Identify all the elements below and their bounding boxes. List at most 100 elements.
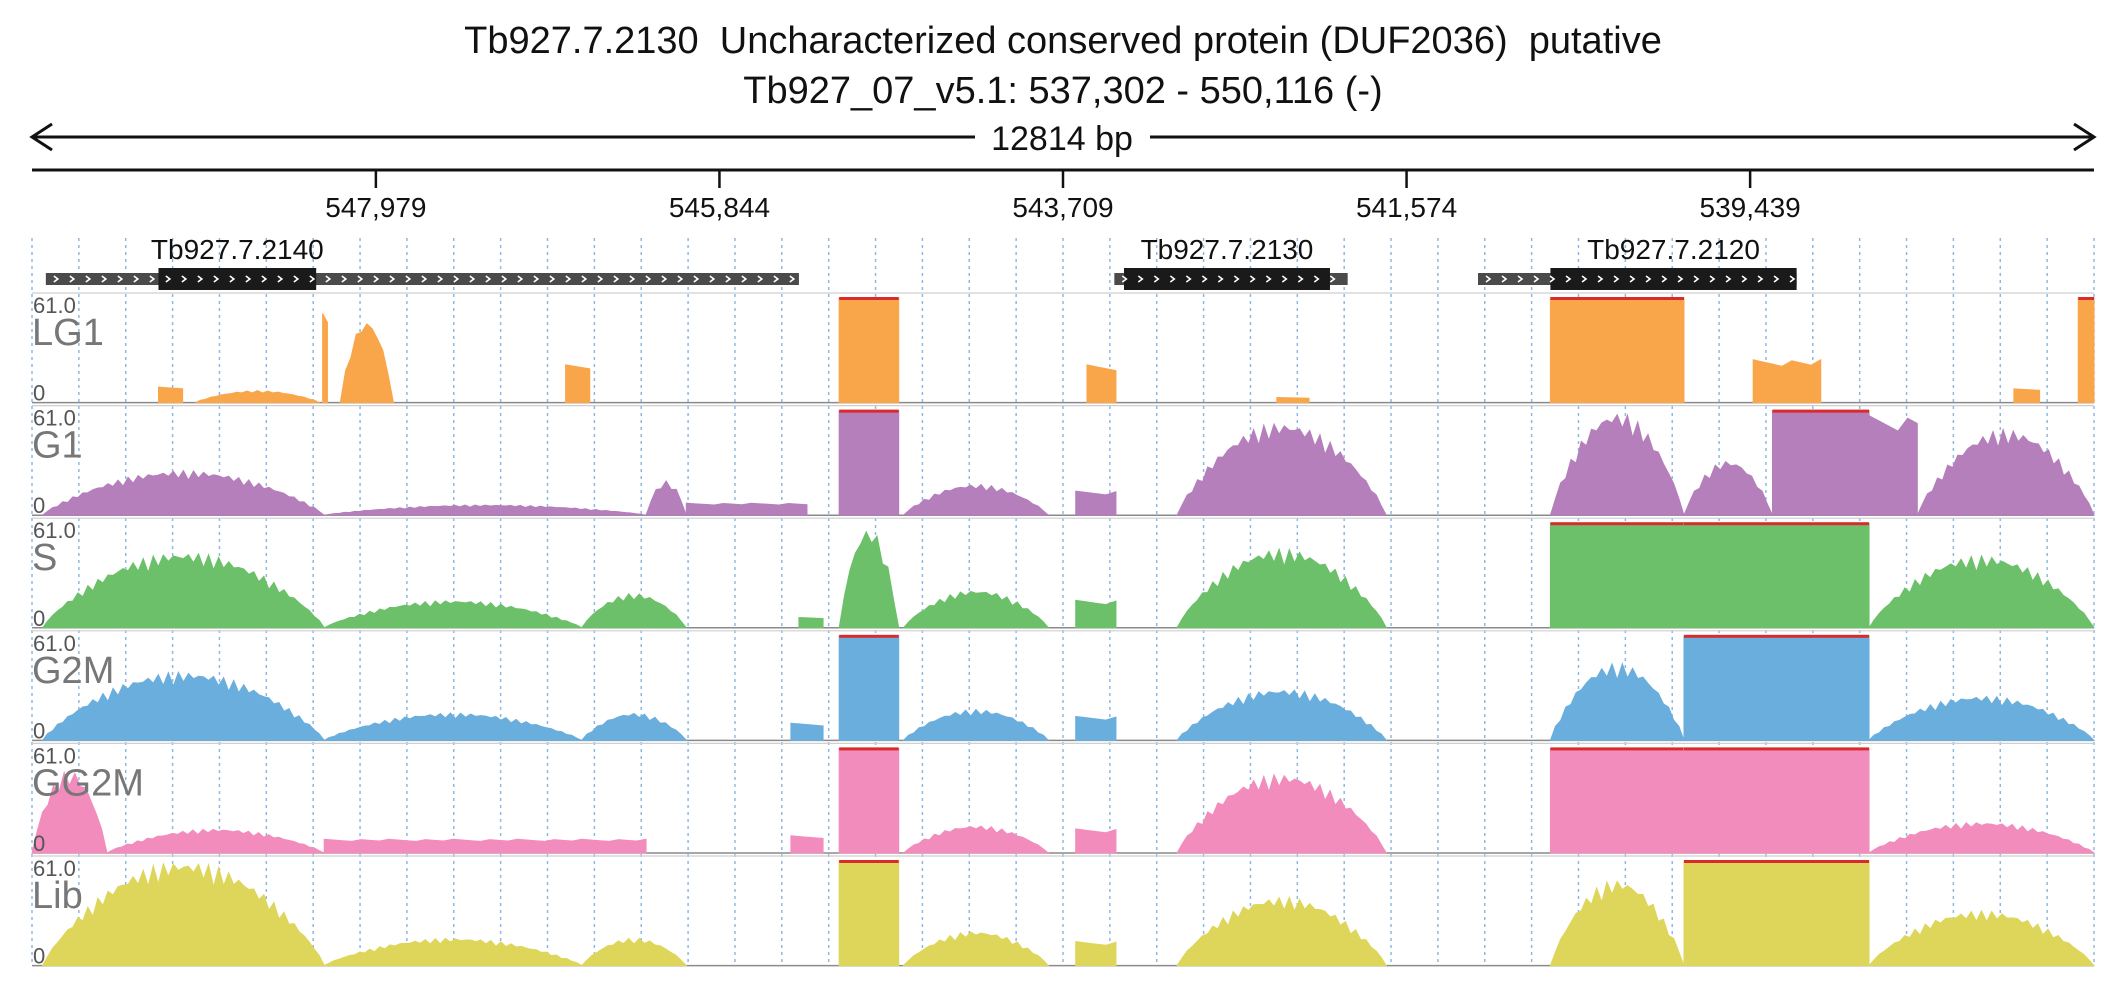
gene-strand-chevron [1613, 275, 1620, 283]
coverage-area [1683, 461, 1774, 516]
coverage-area [902, 590, 1050, 629]
coverage-area [1549, 747, 1685, 854]
axis-tick-label: 539,439 [1700, 192, 1801, 223]
gene-strand-chevron [1773, 275, 1780, 283]
coverage-area [902, 708, 1050, 741]
clip-marker [839, 747, 899, 751]
coverage-area [580, 593, 688, 629]
axis-tick-label: 543,709 [1012, 192, 1113, 223]
gene-strand-chevron [1789, 275, 1796, 283]
coverage-area [580, 937, 688, 967]
gene-strand-chevron [597, 275, 604, 283]
gene-strand-chevron [1281, 275, 1288, 283]
coverage-area [339, 323, 395, 404]
gene-strand-chevron [789, 275, 796, 283]
coverage-area [323, 838, 647, 854]
coverage-area [580, 712, 688, 741]
gene-strand-chevron [533, 275, 540, 283]
gene-strand-chevron [1201, 275, 1208, 283]
coverage-area [41, 469, 326, 516]
coverage-area [1916, 427, 2095, 516]
coverage-area [1276, 396, 1310, 404]
gene-strand-chevron [1329, 275, 1336, 283]
track-ymax-label: 61.0 [33, 856, 76, 881]
coverage-area [1549, 662, 1685, 741]
gene-strand-chevron [341, 275, 348, 283]
coverage-area [1176, 547, 1388, 629]
coverage-area [902, 931, 1050, 967]
gene-strand-chevron [1741, 275, 1748, 283]
clip-marker [1550, 522, 1684, 526]
gene-strand-chevron [1549, 275, 1556, 283]
coverage-area [1075, 941, 1117, 967]
gene-strand-chevron [677, 275, 684, 283]
track-ymax-label: 61.0 [33, 743, 76, 768]
gene-cds-box [158, 268, 317, 290]
gene-track: Tb927.7.2140 Tb927.7.2130 Tb927.7.2120 [45, 234, 1797, 290]
track-name-label: G1 [32, 425, 83, 467]
gene-strand-chevron [1217, 275, 1224, 283]
coverage-area [838, 530, 900, 629]
gene-strand-chevron [709, 275, 716, 283]
gene-strand-chevron [1629, 275, 1636, 283]
gene-strand-chevron [565, 275, 572, 283]
gene-strand-chevron [261, 275, 268, 283]
gene-strand-chevron [1121, 275, 1128, 283]
span-arrow: 12814 bp [29, 120, 2097, 158]
coverage-area [1752, 358, 1822, 404]
gene-strand-chevron [1265, 275, 1272, 283]
coverage-area [1683, 522, 1870, 629]
coverage-area [1176, 689, 1388, 741]
track-ymin-label: 0 [33, 944, 45, 969]
gene-label: Tb927.7.2120 [1587, 234, 1760, 265]
gene-strand-chevron [421, 275, 428, 283]
gene-strand-chevron [693, 275, 700, 283]
coverage-area [322, 313, 328, 404]
coverage-area [106, 828, 325, 854]
gene-strand-chevron [581, 275, 588, 283]
clip-marker [1550, 297, 1684, 300]
track-name-label: G2M [32, 650, 114, 692]
gene-strand-chevron [469, 275, 476, 283]
coverage-area [838, 410, 900, 516]
gene-strand-chevron [309, 275, 316, 283]
gene-strand-chevron [133, 275, 140, 283]
coverage-area [1867, 909, 2096, 967]
gene-strand-chevron [757, 275, 764, 283]
gene-strand-chevron [725, 275, 732, 283]
gene-strand-chevron [629, 275, 636, 283]
track-g1: 61.0 0 G1 [32, 405, 2095, 518]
clip-marker [1772, 409, 1870, 413]
track-ymax-label: 61.0 [33, 293, 76, 318]
coverage-area [1075, 599, 1117, 629]
coverage-area [838, 297, 900, 404]
track-ymin-label: 0 [33, 718, 45, 743]
coverage-area [902, 825, 1050, 854]
coverage-area [1683, 635, 1870, 741]
track-ymin-label: 0 [33, 831, 45, 856]
gene-strand-chevron [85, 275, 92, 283]
clip-marker [1683, 522, 1870, 526]
coverage-area [1683, 860, 1870, 967]
gene-strand-chevron [1709, 275, 1716, 283]
coverage-area [1075, 490, 1117, 516]
track-ymax-label: 61.0 [33, 406, 76, 431]
gene-strand-chevron [229, 275, 236, 283]
gene-strand-chevron [1485, 275, 1492, 283]
coverage-area [2013, 388, 2041, 404]
coverage-area [838, 747, 900, 854]
span-arrowhead-left [29, 122, 53, 152]
coverage-area [323, 600, 584, 629]
coverage-area [1549, 522, 1685, 629]
gene-strand-chevron [1297, 275, 1304, 283]
track-s: 61.0 0 S [32, 517, 2095, 631]
coverage-area [2077, 297, 2095, 404]
gene-strand-chevron [437, 275, 444, 283]
coverage-area [790, 835, 824, 854]
gene-strand-chevron [1693, 275, 1700, 283]
coverage-area [1549, 297, 1685, 404]
span-length-label: 12814 bp [991, 120, 1133, 158]
track-name-label: GG2M [32, 762, 144, 804]
clip-marker [1683, 747, 1870, 751]
